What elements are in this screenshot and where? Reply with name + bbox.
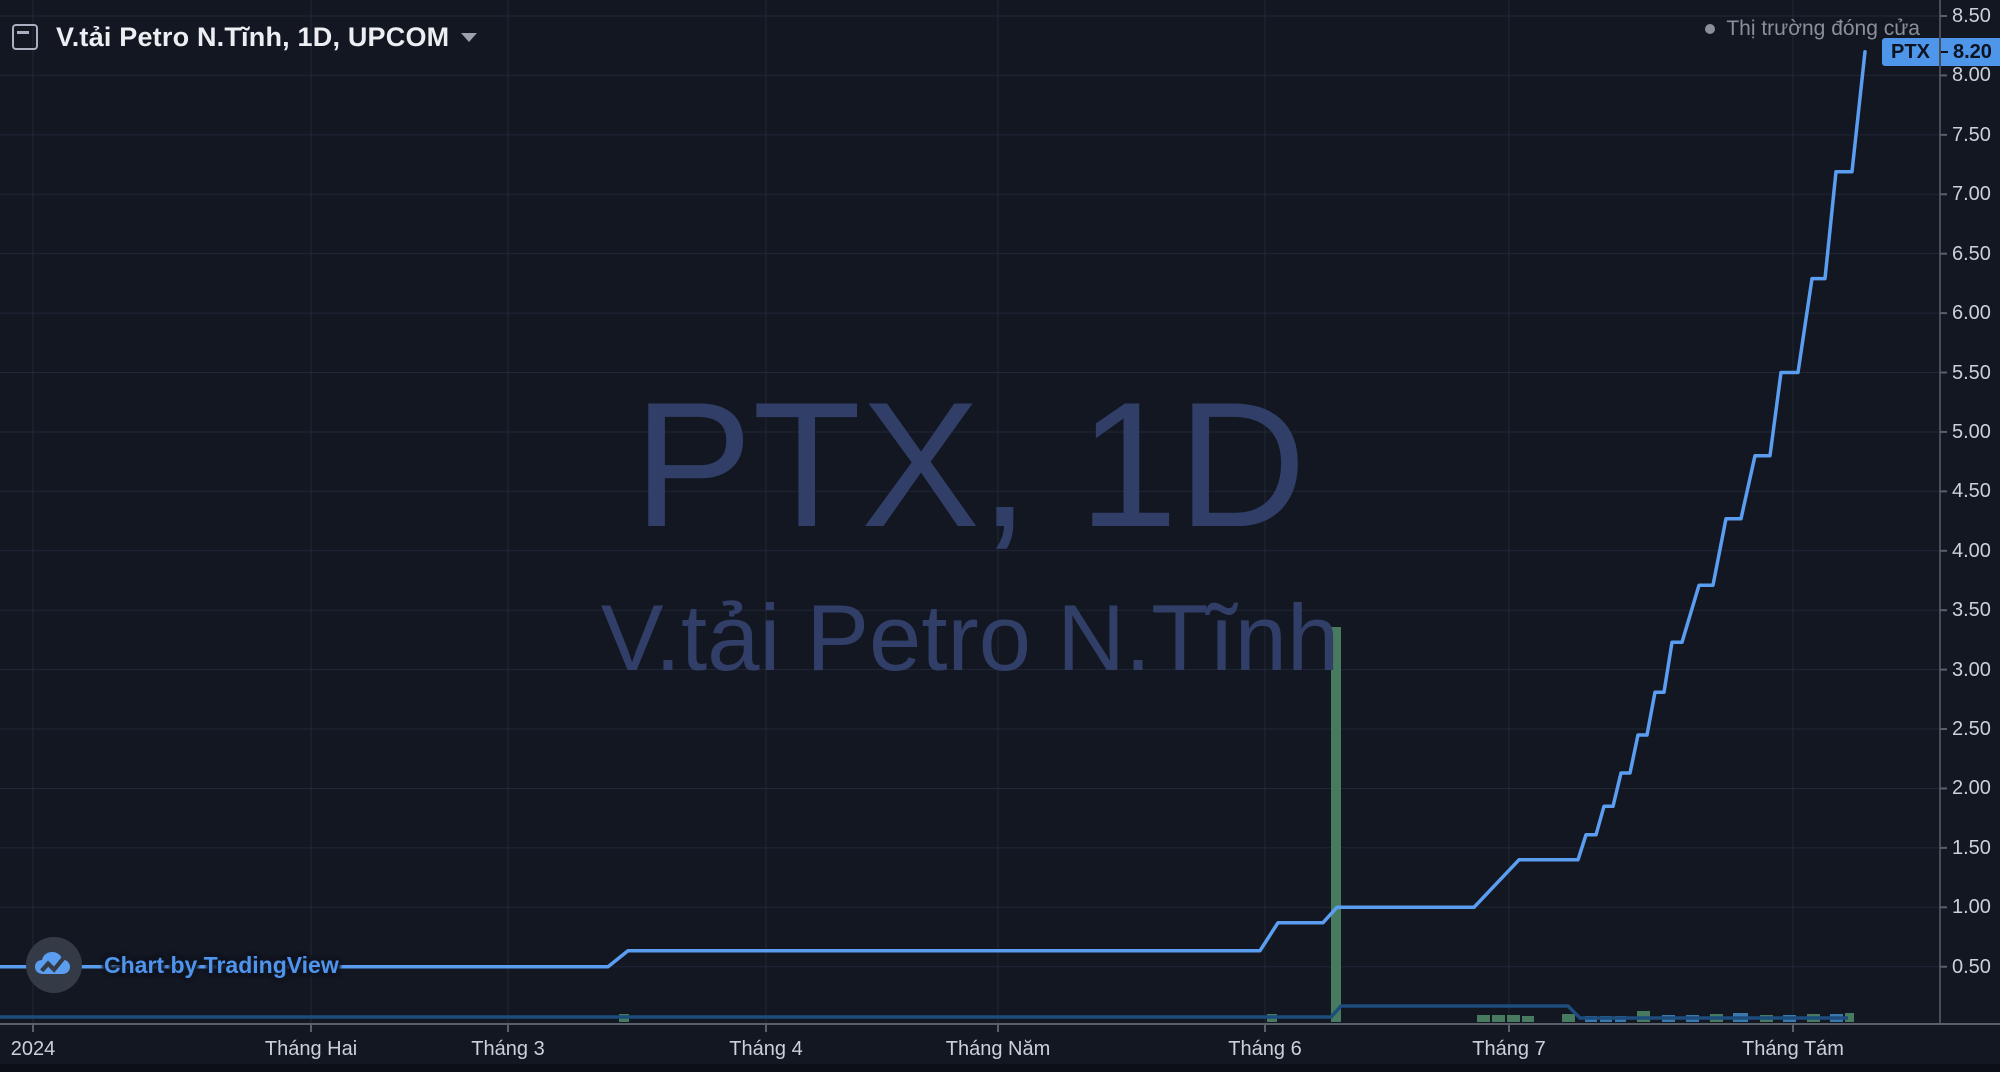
time-axis-label: Tháng 7 — [1472, 1038, 1546, 1060]
volume-bar — [1562, 1014, 1575, 1022]
last-price-value: 8.20 — [1953, 40, 1992, 63]
time-axis-label: 2024 — [10, 1038, 56, 1060]
volume-bar — [1507, 1015, 1520, 1022]
collapse-pane-icon-dash — [17, 31, 29, 34]
market-status-label: Thị trường đóng cửa — [1726, 17, 1920, 40]
volume-bar — [1331, 627, 1341, 1022]
volume-ma-line — [0, 1004, 1848, 1020]
time-axis-label: Tháng Năm — [945, 1038, 1051, 1060]
price-axis-label: 7.00 — [1952, 183, 1991, 206]
time-axis-label: Tháng 6 — [1228, 1038, 1302, 1060]
market-status-dot-icon — [1705, 24, 1716, 34]
price-line — [0, 49, 1867, 969]
chart-legend: V.tải Petro N.Tĩnh, 1D, UPCOM — [12, 20, 478, 54]
price-axis-label: 3.50 — [1952, 599, 1991, 622]
price-axis-label: 4.50 — [1952, 480, 1991, 503]
price-axis-label: 5.50 — [1952, 361, 1991, 384]
last-price-axis-label: 8.20 — [1941, 37, 2000, 66]
price-axis-label: 8.00 — [1952, 64, 1991, 87]
bottom-strip — [0, 1064, 2000, 1072]
tradingview-attribution[interactable]: Chart by TradingView — [26, 937, 339, 993]
price-axis-label: 6.50 — [1952, 242, 1991, 265]
price-axis-label: 2.00 — [1952, 777, 1991, 800]
time-axis-label: Tháng 3 — [471, 1038, 545, 1060]
price-axis-label: 8.50 — [1952, 5, 1991, 27]
price-axis-label: 6.00 — [1952, 302, 1991, 325]
time-axis-label: Tháng Hai — [264, 1038, 358, 1060]
price-axis-label: 1.00 — [1952, 896, 1991, 919]
price-axis-label: 5.00 — [1952, 420, 1991, 443]
price-axis-label: 7.50 — [1952, 123, 1991, 146]
attribution-link[interactable]: Chart by TradingView — [104, 951, 339, 978]
symbol-title[interactable]: V.tải Petro N.Tĩnh, 1D, UPCOM — [56, 21, 450, 52]
time-axis-label: Tháng 4 — [729, 1038, 803, 1060]
collapse-pane-icon[interactable] — [12, 24, 38, 50]
price-axis-label: 1.50 — [1952, 836, 1991, 859]
price-axis-label: 3.00 — [1952, 658, 1991, 681]
price-axis-label: 2.50 — [1952, 718, 1991, 741]
price-axis-label: 4.00 — [1952, 539, 1991, 562]
volume-bar — [1845, 1013, 1854, 1022]
last-price-symbol-tag: PTX — [1882, 37, 1939, 66]
volume-bar — [1522, 1016, 1534, 1022]
volume-bar — [1492, 1015, 1505, 1022]
market-status: Thị trường đóng cửa — [1705, 16, 1920, 42]
caret-down-icon[interactable] — [461, 32, 478, 42]
time-axis-label: Tháng Tám — [1742, 1038, 1844, 1060]
volume-bar — [1477, 1015, 1490, 1022]
tradingview-logo-icon[interactable] — [26, 937, 82, 993]
last-price-tick — [1941, 50, 1948, 53]
price-axis-label: 0.50 — [1952, 955, 1991, 978]
